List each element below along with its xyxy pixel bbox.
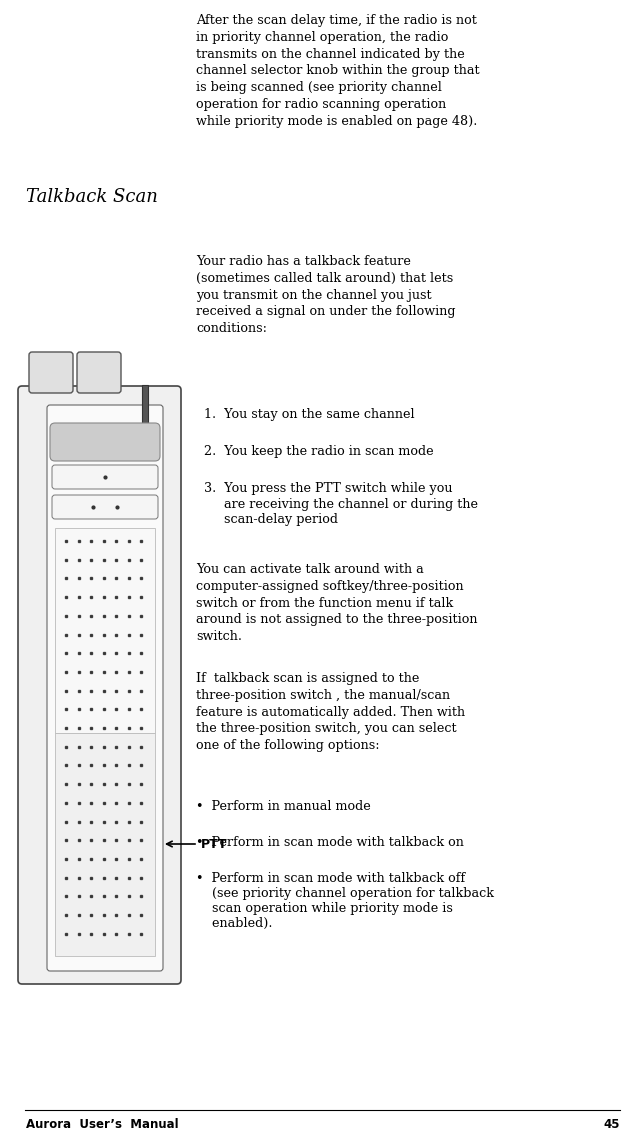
FancyBboxPatch shape bbox=[47, 404, 163, 971]
FancyBboxPatch shape bbox=[50, 423, 160, 461]
Text: After the scan delay time, if the radio is not
in priority channel operation, th: After the scan delay time, if the radio … bbox=[196, 14, 480, 128]
Text: •  Perform in scan mode with talkback off: • Perform in scan mode with talkback off bbox=[196, 872, 465, 885]
Text: scan operation while priority mode is: scan operation while priority mode is bbox=[196, 902, 453, 915]
Text: 1.  You stay on the same channel: 1. You stay on the same channel bbox=[204, 408, 415, 421]
Text: Your radio has a talkback feature
(sometimes called talk around) that lets
you t: Your radio has a talkback feature (somet… bbox=[196, 255, 456, 335]
FancyBboxPatch shape bbox=[18, 386, 181, 983]
Text: Talkback Scan: Talkback Scan bbox=[26, 188, 158, 206]
Text: 45: 45 bbox=[604, 1118, 620, 1131]
Text: •  Perform in scan mode with talkback on: • Perform in scan mode with talkback on bbox=[196, 836, 464, 849]
Text: 3.  You press the PTT switch while you: 3. You press the PTT switch while you bbox=[204, 482, 452, 495]
Text: are receiving the channel or during the: are receiving the channel or during the bbox=[204, 499, 478, 511]
Text: If  talkback scan is assigned to the
three-position switch , the manual/scan
fea: If talkback scan is assigned to the thre… bbox=[196, 672, 465, 752]
Text: scan-delay period: scan-delay period bbox=[204, 513, 338, 526]
FancyBboxPatch shape bbox=[29, 352, 73, 393]
Text: enabled).: enabled). bbox=[196, 917, 272, 930]
Text: Aurora  User’s  Manual: Aurora User’s Manual bbox=[26, 1118, 179, 1131]
Text: 2.  You keep the radio in scan mode: 2. You keep the radio in scan mode bbox=[204, 445, 434, 458]
Text: PTT: PTT bbox=[201, 837, 228, 851]
Text: (see priority channel operation for talkback: (see priority channel operation for talk… bbox=[196, 887, 494, 900]
Bar bbox=[55, 733, 155, 956]
Text: You can activate talk around with a
computer-assigned softkey/three-position
swi: You can activate talk around with a comp… bbox=[196, 563, 477, 644]
FancyBboxPatch shape bbox=[52, 465, 158, 489]
Text: •  Perform in manual mode: • Perform in manual mode bbox=[196, 800, 371, 813]
Bar bbox=[55, 528, 155, 733]
Bar bbox=[142, 385, 148, 423]
FancyBboxPatch shape bbox=[52, 495, 158, 519]
FancyBboxPatch shape bbox=[77, 352, 121, 393]
